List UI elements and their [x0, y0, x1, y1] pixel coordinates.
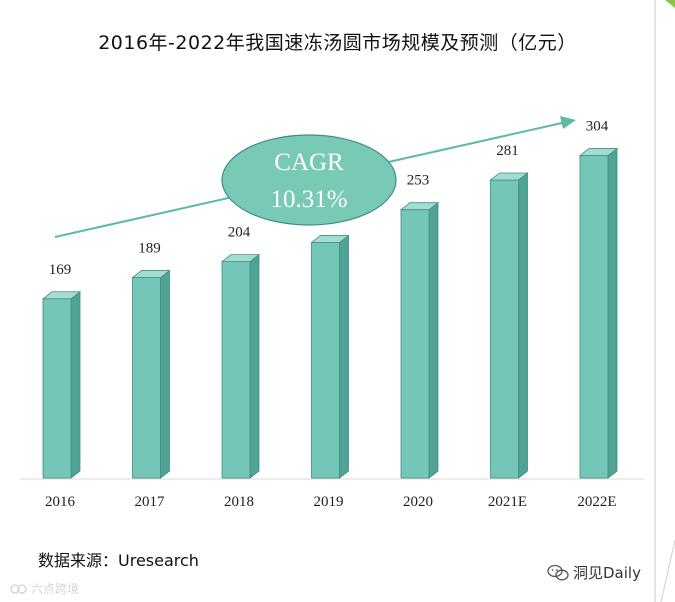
- x-tick-label: 2017: [135, 494, 166, 510]
- bar-front: [221, 261, 251, 479]
- wechat-icon: [547, 564, 569, 580]
- bar-2020: [399, 201, 440, 479]
- decorative-corner-shape: [654, 0, 675, 602]
- x-tick-label: 2022E: [577, 494, 616, 510]
- x-tick-label: 2019: [314, 494, 344, 510]
- bar-side: [607, 147, 618, 479]
- data-label: 253: [407, 173, 430, 189]
- x-axis-ticks: 2016 2017 2018 2019 2020 2021E 2022E: [45, 494, 617, 510]
- cagr-ellipse: [221, 134, 397, 226]
- data-label: 169: [49, 262, 72, 278]
- bar-top: [399, 202, 440, 211]
- data-label: 304: [586, 119, 609, 135]
- bar-side: [249, 253, 260, 479]
- bar-2016: [41, 290, 82, 479]
- wechat-account: 洞见Daily: [547, 562, 641, 583]
- bar-side: [70, 290, 81, 479]
- wechat-account-name: 洞见Daily: [573, 564, 641, 582]
- bar-top: [489, 172, 529, 181]
- bar-2018: [220, 253, 261, 479]
- watermark-text: 六点跨境: [31, 582, 80, 596]
- green-corner-triangle: [665, 0, 675, 8]
- bar-front: [490, 179, 519, 479]
- x-tick-label: 2016: [45, 494, 76, 510]
- cagr-annotation: CAGR 10.31%: [221, 134, 397, 226]
- watermark-logo-icon: [10, 583, 27, 594]
- trend-arrow-head: [560, 116, 576, 129]
- bars: [20, 147, 645, 480]
- bar-2021E: [489, 172, 529, 479]
- watermark: 六点跨境: [10, 580, 79, 597]
- x-tick-label: 2018: [224, 494, 254, 510]
- cagr-label: CAGR: [274, 149, 344, 176]
- data-source: 数据来源：Uresearch: [38, 551, 199, 570]
- bar-side: [160, 269, 170, 479]
- bar-front: [42, 298, 72, 479]
- data-label: 204: [228, 225, 251, 241]
- bar-2019: [310, 234, 350, 479]
- cagr-value: 10.31%: [270, 186, 347, 213]
- bar-top: [41, 291, 82, 300]
- x-tick-label: 2020: [403, 494, 433, 510]
- bar-top: [310, 235, 350, 243]
- chart-title: 2016年-2022年我国速冻汤圆市场规模及预测（亿元）: [98, 32, 577, 54]
- data-label: 189: [138, 241, 161, 257]
- bar-front: [400, 209, 430, 479]
- bar-side: [339, 234, 349, 479]
- bar-front: [132, 277, 161, 479]
- x-tick-label: 2021E: [488, 494, 527, 510]
- bar-front: [311, 242, 340, 479]
- bar-2017: [131, 269, 171, 479]
- bar-side: [518, 172, 528, 479]
- bar-top: [131, 270, 171, 278]
- data-label: 281: [496, 143, 519, 159]
- bar-front: [579, 155, 609, 479]
- bar-top: [578, 148, 619, 156]
- bar-2022E: [578, 147, 619, 479]
- bar-top: [220, 254, 261, 263]
- bar-side: [428, 201, 439, 479]
